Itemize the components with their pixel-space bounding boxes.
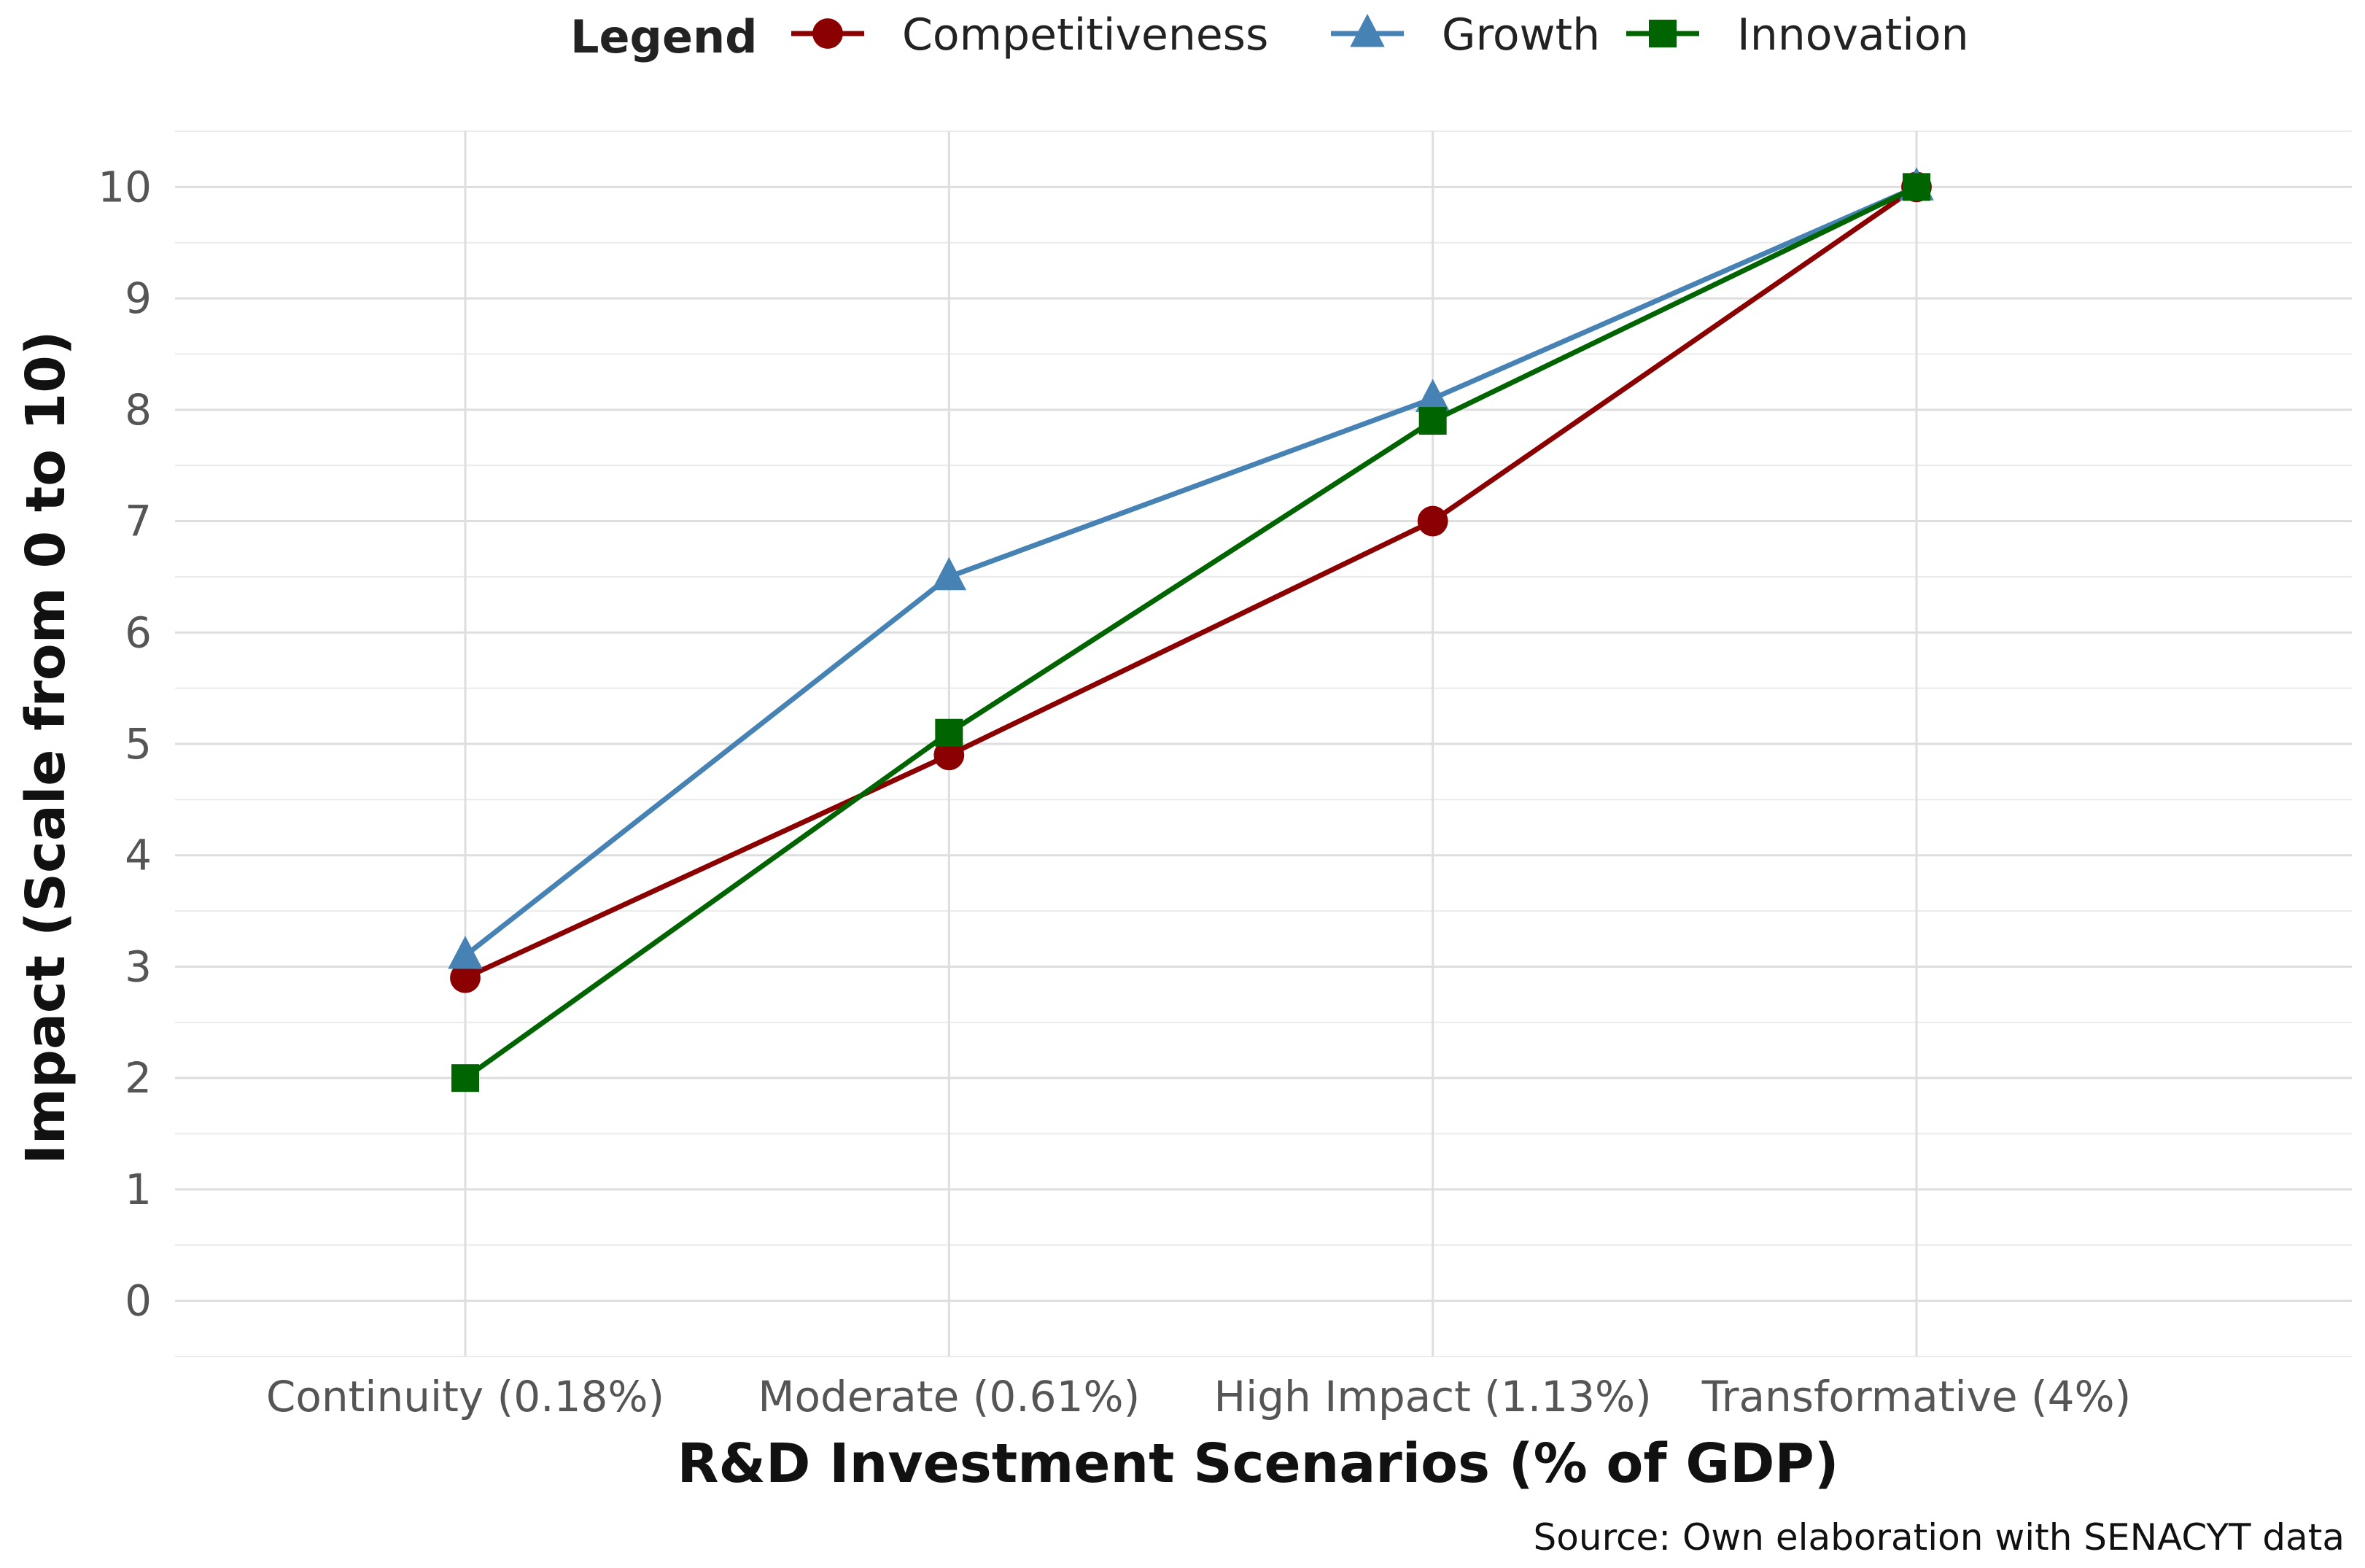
legend-item-competitiveness: Competitiveness — [791, 9, 1268, 61]
innovation-point — [935, 718, 963, 747]
x-axis-title: R&D Investment Scenarios (% of GDP) — [677, 1432, 1838, 1495]
y-tick-label: 3 — [125, 942, 152, 991]
legend-item-growth: Growth — [1331, 9, 1600, 61]
legend-title: Legend — [570, 10, 758, 63]
x-tick-label: Continuity (0.18%) — [266, 1372, 664, 1421]
y-tick-label: 5 — [125, 719, 152, 769]
y-axis-ticks: 0 1 2 3 4 5 6 7 8 9 10 — [98, 162, 152, 1325]
y-axis-title: Impact (Scale from 0 to 10) — [15, 330, 77, 1164]
y-tick-label: 0 — [125, 1276, 152, 1326]
y-tick-label: 6 — [125, 608, 152, 657]
growth-point — [931, 556, 967, 591]
competitiveness-line — [464, 185, 1918, 980]
series-competitiveness — [450, 171, 1932, 993]
legend-key-marker — [1649, 20, 1677, 47]
x-tick-label: High Impact (1.13%) — [1214, 1372, 1652, 1421]
growth-line — [463, 185, 1918, 958]
y-tick-label: 10 — [98, 162, 152, 211]
legend-key-marker — [812, 18, 843, 49]
growth-point — [448, 936, 483, 969]
x-axis-ticks: Continuity (0.18%) Moderate (0.61%) High I… — [266, 1372, 2131, 1421]
competitiveness-point — [933, 740, 965, 771]
growth-point — [1415, 379, 1451, 412]
y-tick-label: 7 — [125, 497, 152, 546]
y-tick-label: 9 — [125, 273, 152, 323]
legend-label: Growth — [1442, 9, 1600, 61]
innovation-point — [451, 1064, 479, 1092]
y-tick-label: 4 — [125, 831, 152, 880]
legend-label: Innovation — [1737, 9, 1969, 61]
legend: Legend Competitiveness Growth Innovation — [570, 9, 1969, 63]
series-innovation — [451, 173, 1930, 1092]
innovation-point — [1418, 407, 1447, 435]
series-layer — [448, 167, 1934, 1092]
source-caption: Source: Own elaboration with SENACYT dat… — [1534, 1516, 2345, 1559]
innovation-point — [1903, 173, 1930, 201]
legend-key-marker — [1350, 13, 1385, 47]
grid — [175, 131, 2352, 1357]
y-tick-label: 1 — [125, 1165, 152, 1214]
y-tick-label: 2 — [125, 1053, 152, 1103]
competitiveness-point — [1417, 505, 1448, 537]
legend-label: Competitiveness — [902, 9, 1268, 61]
y-tick-label: 8 — [125, 385, 152, 435]
legend-item-innovation: Innovation — [1626, 9, 1969, 61]
innovation-line — [463, 185, 1918, 1081]
x-tick-label: Moderate (0.61%) — [758, 1372, 1140, 1421]
x-tick-label: Transformative (4%) — [1701, 1372, 2132, 1421]
competitiveness-point — [450, 962, 481, 993]
